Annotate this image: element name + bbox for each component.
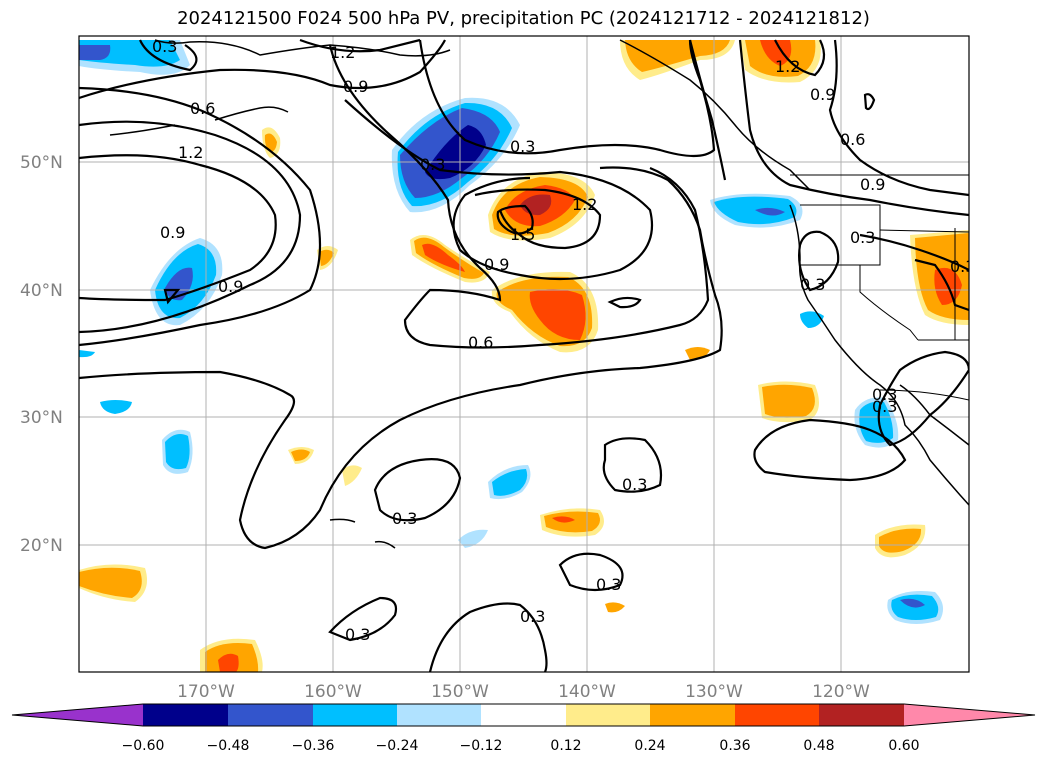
colorbar-extend-high [904, 704, 1035, 726]
lon-label-170w: 170°W [177, 682, 235, 702]
contour-label: 0.3 [872, 385, 897, 404]
lon-label-150w: 150°W [431, 682, 489, 702]
colorbar-segment [228, 704, 313, 726]
contour-0.3-small-4 [558, 552, 624, 592]
negative-precip-areas [79, 40, 944, 624]
contour-0.3-baja [753, 418, 907, 482]
colorbar-tick: 0.48 [803, 738, 834, 754]
contour-label: 1.2 [572, 195, 597, 214]
colorbar: −0.60 −0.48 −0.36 −0.24 −0.12 0.12 0.24 … [11, 703, 1036, 754]
contour-0.3-right [688, 39, 727, 181]
contour-0.3-small-3 [373, 458, 462, 522]
contour-label: 1.2 [330, 43, 355, 62]
colorbar-tick: −0.12 [460, 738, 503, 754]
contour-0.3-bottom-2 [428, 602, 548, 672]
colorbar-segment [143, 704, 228, 726]
contour-label: 0.6 [468, 333, 493, 352]
contour-1.2-top [299, 38, 421, 53]
contour-1.2-left [79, 154, 277, 302]
map-content: 0.3 1.2 0.9 0.6 1.2 0.9 0.9 0.3 1.2 1.5 … [79, 36, 975, 672]
colorbar-tick: 0.24 [634, 738, 665, 754]
contour-label: 0.9 [218, 277, 243, 296]
colorbar-tick: −0.36 [292, 738, 335, 754]
contour-label: 0.9 [860, 175, 885, 194]
contour-label: 0.9 [343, 77, 368, 96]
contour-label: 0.6 [190, 99, 215, 118]
lon-label-160w: 160°W [304, 682, 362, 702]
contour-0.9-top [79, 39, 446, 100]
contour-0.3-bottom-1 [328, 596, 398, 642]
colorbar-segment [481, 704, 566, 726]
contour-label: 0.3 [392, 509, 417, 528]
colorbar-tick: 0.36 [719, 738, 750, 754]
contour-1.5-center [496, 204, 534, 235]
lon-label-140w: 140°W [558, 682, 616, 702]
contour-0.9-left [79, 120, 302, 334]
contour-label: 0.3 [420, 155, 445, 174]
latitude-labels: 50°N 40°N 30°N 20°N [20, 153, 63, 556]
colorbar-extend-low [12, 704, 143, 726]
colorbar-segment [819, 704, 904, 726]
lat-label-30n: 30°N [20, 408, 63, 428]
contour-label: 1.2 [178, 143, 203, 162]
contour-0.9-right [738, 39, 969, 217]
contour-label: 0.3 [596, 575, 621, 594]
contour-0.3-north [138, 39, 198, 72]
contour-1.2-right [774, 39, 826, 77]
contour-label-group: 0.3 1.2 0.9 0.6 1.2 0.9 0.9 0.3 1.2 1.5 … [152, 37, 975, 644]
contour-0.3-se [877, 350, 969, 447]
pv-contours [79, 38, 969, 672]
colorbar-tick: 0.60 [888, 738, 919, 754]
contour-label: 0.9 [160, 223, 185, 242]
colorbar-segment [566, 704, 650, 726]
borders [790, 174, 969, 401]
map-area [79, 36, 969, 672]
colorbar-segment [650, 704, 735, 726]
lat-label-40n: 40°N [20, 281, 63, 301]
colorbar-tick: −0.48 [207, 738, 250, 754]
contour-label: 0.3 [510, 137, 535, 156]
colorbar-tick-labels: −0.60 −0.48 −0.36 −0.24 −0.12 0.12 0.24 … [122, 738, 920, 754]
lat-label-20n: 20°N [20, 536, 63, 556]
contour-0.9-ne-small [863, 93, 876, 111]
contour-0.6-left [79, 86, 322, 347]
contour-label: 0.3 [622, 475, 647, 494]
contour-label: 0.9 [484, 255, 509, 274]
contour-label: 0.3 [800, 275, 825, 294]
contour-label: 0.3 [950, 257, 975, 276]
contour-label: 0.3 [345, 625, 370, 644]
contour-1.2-east [914, 258, 969, 312]
contour-label: 0.3 [520, 607, 545, 626]
contour-label: 0.3 [872, 397, 897, 416]
map-title: 2024121500 F024 500 hPa PV, precipitatio… [177, 8, 870, 29]
contour-0.6-right [828, 39, 969, 197]
contour-0.3-left [79, 166, 723, 550]
map-frame [78, 35, 970, 673]
colorbar-tick: −0.60 [122, 738, 165, 754]
colorbar-tick: −0.24 [376, 738, 419, 754]
colorbar-tick: 0.12 [550, 738, 581, 754]
contour-0.9-left-small [163, 288, 181, 305]
contour-label: 1.5 [510, 225, 535, 244]
contour-label: 0.3 [850, 228, 875, 247]
contour-0.6-center [328, 44, 710, 349]
colorbar-segment [735, 704, 819, 726]
lon-label-130w: 130°W [685, 682, 743, 702]
lat-label-50n: 50°N [20, 153, 63, 173]
lon-label-120w: 120°W [812, 682, 870, 702]
colorbar-segment [313, 704, 397, 726]
contour-label: 0.9 [810, 85, 835, 104]
contour-0.3-small-1 [607, 296, 642, 309]
contour-0.9-center [344, 99, 654, 281]
colorbar-segment [397, 704, 481, 726]
contour-0.3-small-2 [602, 437, 663, 493]
contour-label: 0.3 [152, 37, 177, 56]
contour-0.3-east [859, 233, 969, 271]
longitude-labels: 170°W 160°W 150°W 140°W 130°W 120°W [177, 682, 870, 702]
contour-0.3-west-coast [798, 230, 840, 292]
contour-label: 0.6 [840, 130, 865, 149]
contour-label: 1.2 [775, 57, 800, 76]
